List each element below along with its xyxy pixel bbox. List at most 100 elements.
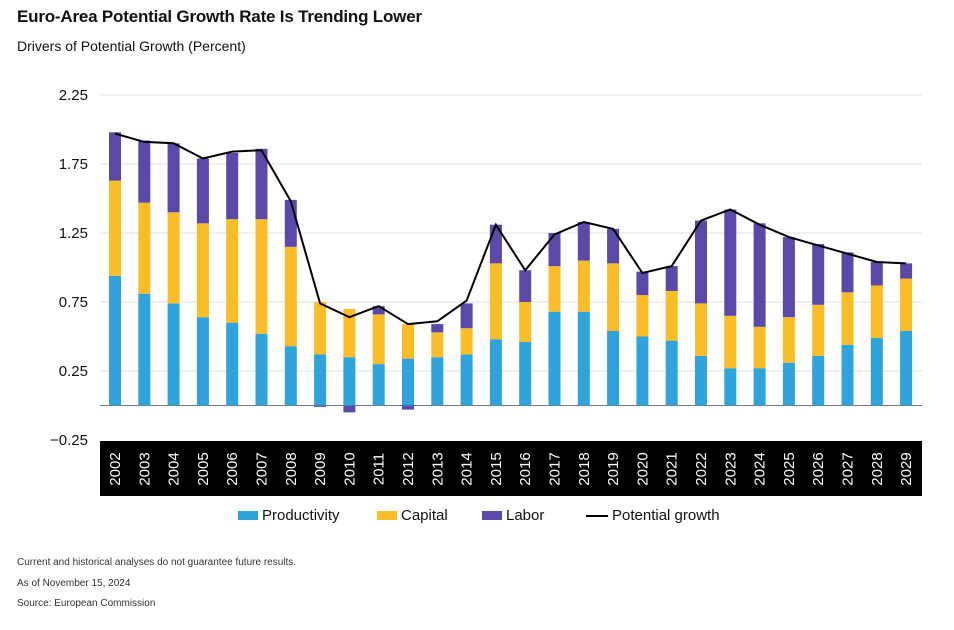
bar-capital-2027 (841, 292, 854, 345)
bar-capital-2025 (782, 317, 795, 363)
disclaimer-note: Current and historical analyses do not g… (17, 557, 297, 568)
bar-capital-2006 (226, 219, 239, 323)
bar-capital-2007 (255, 219, 268, 334)
bar-capital-2005 (196, 223, 209, 318)
bars (109, 132, 913, 413)
bar-capital-2028 (870, 285, 883, 338)
x-tick-label: 2008 (283, 452, 300, 485)
x-tick-label: 2016 (517, 452, 534, 485)
bar-labor-2007 (255, 148, 268, 220)
legend-productivity-label: Productivity (262, 507, 340, 524)
bar-labor-2017 (548, 233, 561, 267)
bar-capital-2021 (665, 290, 678, 341)
bar-capital-2017 (548, 266, 561, 312)
bar-productivity-2024 (753, 368, 766, 406)
bar-labor-2022 (695, 220, 707, 304)
bar-capital-2011 (372, 314, 385, 365)
bar-productivity-2010 (343, 357, 356, 406)
y-tick-label: 1.25 (59, 225, 88, 242)
bar-capital-2014 (460, 328, 473, 355)
legend-potential-growth-label: Potential growth (612, 507, 720, 524)
bar-productivity-2012 (402, 358, 414, 406)
as-of-date: As of November 15, 2024 (17, 578, 131, 589)
bar-productivity-2014 (460, 354, 473, 406)
legend: Productivity Capital Labor Potential gro… (0, 507, 954, 529)
bar-labor-2008 (284, 199, 297, 247)
bar-labor-2011 (372, 306, 385, 315)
x-tick-label: 2009 (312, 452, 329, 485)
bar-capital-2009 (314, 302, 327, 355)
bar-labor-2028 (870, 261, 883, 286)
bar-capital-2029 (900, 278, 913, 331)
potential-growth-line-swatch (586, 514, 608, 517)
x-tick-label: 2028 (869, 452, 886, 485)
bar-labor-2013 (431, 324, 444, 333)
source-note: Source: European Commission (17, 598, 156, 609)
bar-capital-2013 (431, 332, 444, 358)
bar-labor-2019 (607, 228, 620, 264)
y-tick-label: 0.25 (59, 363, 88, 380)
bar-labor-2026 (812, 244, 825, 305)
capital-swatch (377, 511, 397, 520)
bar-capital-2015 (489, 263, 502, 340)
bar-productivity-2023 (724, 368, 737, 406)
bar-productivity-2018 (577, 311, 590, 406)
x-tick-label: 2013 (429, 452, 446, 485)
legend-capital-label: Capital (401, 507, 448, 524)
bar-productivity-2017 (548, 311, 561, 406)
bar-capital-2010 (343, 308, 356, 358)
x-tick-label: 2021 (664, 452, 681, 485)
bar-labor-2024 (753, 223, 766, 327)
x-tick-label: 2023 (722, 452, 739, 485)
bar-capital-2019 (607, 263, 620, 331)
bar-labor-2010 (343, 405, 356, 413)
bar-labor-2002 (109, 132, 121, 181)
bar-productivity-2003 (138, 293, 151, 406)
bar-labor-2025 (782, 237, 795, 318)
bar-labor-2003 (138, 140, 151, 203)
bar-labor-2029 (900, 263, 913, 279)
bar-productivity-2025 (782, 362, 795, 406)
x-tick-label: 2006 (224, 452, 241, 485)
bar-capital-2026 (812, 304, 825, 356)
legend-capital: Capital (377, 507, 448, 524)
bar-productivity-2002 (109, 275, 121, 406)
bar-labor-2021 (665, 266, 678, 291)
bar-labor-2005 (196, 158, 209, 224)
y-tick-label: 0.75 (59, 294, 88, 311)
bar-labor-2009 (314, 405, 327, 407)
bar-labor-2018 (577, 221, 590, 261)
y-tick-label: 1.75 (59, 156, 88, 173)
x-tick-label: 2019 (605, 452, 622, 485)
bar-productivity-2021 (665, 340, 678, 406)
y-axis-ticks: −0.25 0.25 0.75 1.25 1.75 2.25 (50, 87, 88, 449)
labor-swatch (482, 511, 502, 520)
bar-productivity-2016 (519, 342, 532, 406)
bar-productivity-2008 (284, 346, 297, 406)
bar-productivity-2022 (695, 355, 707, 406)
bar-capital-2012 (402, 324, 414, 359)
bar-capital-2018 (577, 260, 590, 312)
chart-title: Euro-Area Potential Growth Rate Is Trend… (17, 7, 422, 26)
x-tick-label: 2026 (810, 452, 827, 485)
bar-productivity-2004 (167, 303, 180, 406)
bar-productivity-2005 (196, 317, 209, 406)
x-tick-label: 2010 (341, 452, 358, 485)
bar-productivity-2011 (372, 364, 385, 406)
x-tick-label: 2014 (459, 452, 476, 485)
bar-capital-2020 (636, 295, 649, 337)
x-tick-label: 2022 (693, 452, 710, 485)
bar-capital-2016 (519, 302, 532, 343)
bar-productivity-2026 (812, 355, 825, 406)
y-tick-label: −0.25 (50, 432, 88, 449)
x-tick-label: 2029 (898, 452, 915, 485)
x-axis-band (100, 441, 922, 496)
bar-productivity-2019 (607, 330, 620, 406)
bar-capital-2003 (138, 202, 151, 294)
x-tick-label: 2025 (781, 452, 798, 485)
x-tick-label: 2020 (634, 452, 651, 485)
y-tick-label: 2.25 (59, 87, 88, 104)
x-tick-label: 2024 (752, 452, 769, 485)
legend-labor: Labor (482, 507, 544, 524)
bar-productivity-2013 (431, 357, 444, 406)
